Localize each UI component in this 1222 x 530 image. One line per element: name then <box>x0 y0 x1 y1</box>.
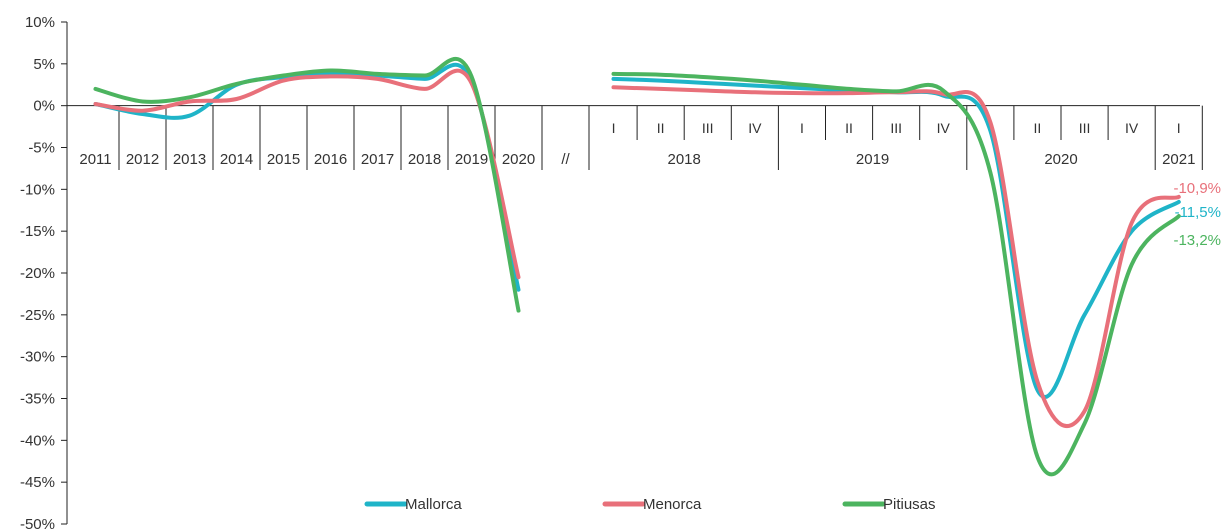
annual-category-label: 2015 <box>267 151 300 168</box>
quarter-label: III <box>890 120 902 136</box>
quarter-label: IV <box>937 120 951 136</box>
series-lines <box>93 57 1181 477</box>
quarter-label: II <box>845 120 853 136</box>
annual-category-label: 2020 <box>502 151 535 168</box>
quarter-label: II <box>657 120 665 136</box>
annual-category-label: 2012 <box>126 151 159 168</box>
annual-category-label: 2011 <box>79 151 111 168</box>
y-tick-label: -25% <box>20 307 55 324</box>
y-tick-label: -10% <box>20 181 55 198</box>
end-value-label-pitiusas: -13,2% <box>1173 232 1221 249</box>
y-tick-label: 5% <box>33 56 55 73</box>
legend-label-pitiusas: Pitiusas <box>883 496 936 513</box>
series-line-menorca-annual <box>93 68 521 280</box>
series-line-pitiusas-quarterly <box>611 71 1181 477</box>
y-tick-label: -20% <box>20 265 55 282</box>
legend: Mallorca Menorca Pitiusas <box>364 496 936 513</box>
annual-category-label: 2017 <box>361 151 394 168</box>
y-tick-label: -50% <box>20 516 55 530</box>
annual-category-label: 2018 <box>408 151 441 168</box>
x-axis: 2011 2012 2013 2014 2015 2016 2017 2018 2019 2020… <box>67 105 1203 170</box>
quarter-label: I <box>800 120 804 136</box>
legend-label-menorca: Menorca <box>643 496 702 513</box>
quarter-label: IV <box>748 120 762 136</box>
y-tick-label: -15% <box>20 223 55 240</box>
quarter-year-label: 2018 <box>668 151 701 168</box>
y-tick-label: -30% <box>20 349 55 366</box>
quarter-year-label: 2020 <box>1044 151 1077 168</box>
annual-category-label: 2014 <box>220 151 253 168</box>
y-tick-label: 0% <box>33 98 55 115</box>
annual-category-label: 2016 <box>314 151 347 168</box>
quarter-label: II <box>1034 120 1042 136</box>
y-tick-label: -45% <box>20 474 55 491</box>
axis-break-label: // <box>561 151 570 168</box>
series-line-menorca-quarterly <box>611 85 1181 429</box>
y-tick-label: -35% <box>20 391 55 408</box>
quarter-year-label: 2021 <box>1162 151 1195 168</box>
quarter-label: III <box>702 120 714 136</box>
y-tick-label: 10% <box>25 14 55 31</box>
quarter-label: I <box>1177 120 1181 136</box>
annual-category-label: 2013 <box>173 151 206 168</box>
y-axis: 10% 5% 0% -5% -10% -15% -20% -25% -30% -35% -40% -4… <box>20 14 68 530</box>
quarter-label: III <box>1079 120 1091 136</box>
series-line-mallorca-annual <box>93 62 521 292</box>
end-labels: -10,9% -11,5% -13,2% <box>1173 180 1221 249</box>
quarter-label: I <box>612 120 616 136</box>
quarter-year-label: 2019 <box>856 151 889 168</box>
y-tick-label: -5% <box>28 140 55 157</box>
y-tick-label: -40% <box>20 432 55 449</box>
series-line-pitiusas-annual <box>93 57 521 313</box>
quarter-label: IV <box>1125 120 1139 136</box>
end-value-label-menorca: -10,9% <box>1173 180 1221 197</box>
legend-label-mallorca: Mallorca <box>405 496 462 513</box>
end-value-label-mallorca: -11,5% <box>1175 204 1221 221</box>
annual-category-label: 2019 <box>455 151 488 168</box>
